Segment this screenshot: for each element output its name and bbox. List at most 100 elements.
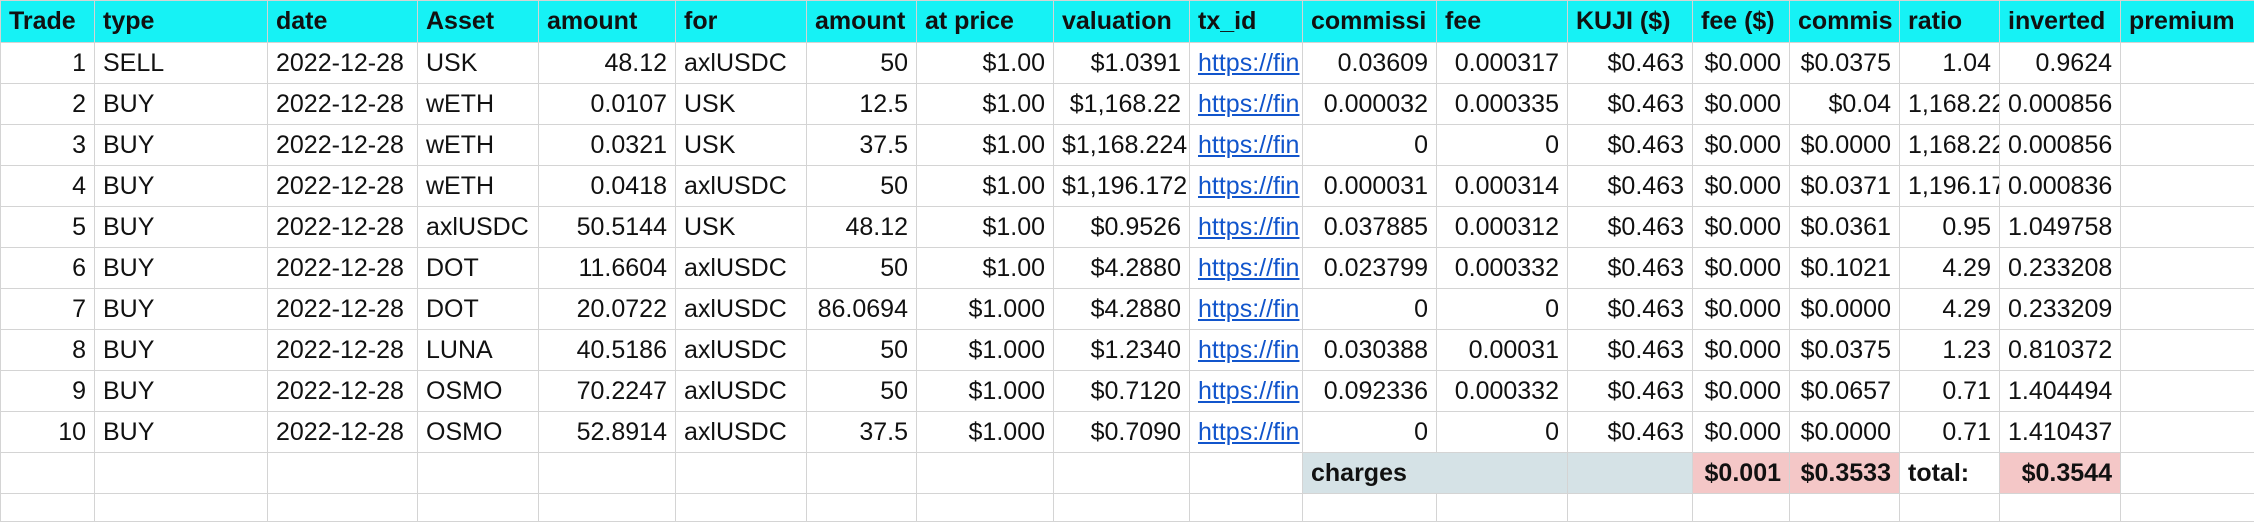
table-cell[interactable]: 50 — [807, 248, 917, 289]
table-cell[interactable]: $0.000 — [1693, 371, 1790, 412]
table-cell[interactable]: wETH — [418, 166, 539, 207]
table-cell[interactable]: $1.0391 — [1054, 43, 1190, 84]
table-cell[interactable]: BUY — [95, 330, 268, 371]
table-cell[interactable]: 4 — [1, 166, 95, 207]
empty-cell[interactable] — [2121, 494, 2254, 522]
table-cell[interactable]: 1 — [1, 43, 95, 84]
empty-cell[interactable] — [2121, 166, 2254, 207]
column-header[interactable]: Asset — [418, 1, 539, 43]
table-cell[interactable]: $1.00 — [917, 166, 1054, 207]
table-cell[interactable]: 1.04 — [1900, 43, 2000, 84]
table-cell[interactable]: 1.049758 — [2000, 207, 2121, 248]
table-cell[interactable]: 0.023799 — [1303, 248, 1437, 289]
table-cell[interactable]: $0.0361 — [1790, 207, 1900, 248]
table-cell[interactable]: 0.000335 — [1437, 84, 1568, 125]
table-cell[interactable]: 0.000031 — [1303, 166, 1437, 207]
tx-link-text[interactable]: https://fin — [1198, 49, 1299, 77]
table-cell[interactable]: $0.0375 — [1790, 330, 1900, 371]
table-cell[interactable]: $1.00 — [917, 43, 1054, 84]
empty-cell[interactable] — [1790, 494, 1900, 522]
table-cell[interactable]: 3 — [1, 125, 95, 166]
table-cell[interactable]: $0.7120 — [1054, 371, 1190, 412]
table-cell[interactable]: $0.463 — [1568, 43, 1693, 84]
empty-cell[interactable] — [2121, 412, 2254, 453]
tx-link[interactable]: https://fin — [1190, 125, 1303, 166]
total-value-cell[interactable]: $0.3544 — [2000, 453, 2121, 494]
table-cell[interactable]: 0 — [1437, 289, 1568, 330]
table-cell[interactable]: 9 — [1, 371, 95, 412]
table-cell[interactable]: axlUSDC — [676, 330, 807, 371]
table-cell[interactable]: $1.2340 — [1054, 330, 1190, 371]
table-cell[interactable]: axlUSDC — [676, 248, 807, 289]
table-cell[interactable]: 0 — [1303, 412, 1437, 453]
table-cell[interactable]: $0.04 — [1790, 84, 1900, 125]
table-cell[interactable]: 1,168.22 — [1900, 84, 2000, 125]
table-cell[interactable]: 1.404494 — [2000, 371, 2121, 412]
table-cell[interactable]: $0.000 — [1693, 412, 1790, 453]
tx-link-text[interactable]: https://fin — [1198, 90, 1299, 118]
empty-cell[interactable] — [1437, 494, 1568, 522]
empty-cell[interactable] — [2121, 330, 2254, 371]
charges-blank-cell[interactable] — [1568, 453, 1693, 494]
table-cell[interactable]: BUY — [95, 84, 268, 125]
table-cell[interactable]: $1,196.172 — [1054, 166, 1190, 207]
table-cell[interactable]: $1.000 — [917, 289, 1054, 330]
column-header[interactable]: amount — [539, 1, 676, 43]
table-cell[interactable]: $0.000 — [1693, 289, 1790, 330]
tx-link[interactable]: https://fin — [1190, 412, 1303, 453]
table-cell[interactable]: axlUSDC — [676, 412, 807, 453]
table-cell[interactable]: 5 — [1, 207, 95, 248]
table-cell[interactable]: $0.000 — [1693, 248, 1790, 289]
column-header[interactable]: inverted — [2000, 1, 2121, 43]
tx-link-text[interactable]: https://fin — [1198, 377, 1299, 405]
table-cell[interactable]: 37.5 — [807, 125, 917, 166]
column-header[interactable]: commissi — [1303, 1, 1437, 43]
table-cell[interactable]: 50.5144 — [539, 207, 676, 248]
empty-cell[interactable] — [917, 453, 1054, 494]
table-cell[interactable]: $4.2880 — [1054, 289, 1190, 330]
table-cell[interactable]: $0.000 — [1693, 207, 1790, 248]
table-cell[interactable]: 2022-12-28 — [268, 207, 418, 248]
table-cell[interactable]: 0 — [1303, 289, 1437, 330]
column-header[interactable]: type — [95, 1, 268, 43]
table-cell[interactable]: 0 — [1437, 412, 1568, 453]
empty-cell[interactable] — [2121, 371, 2254, 412]
total-label[interactable]: total: — [1900, 453, 2000, 494]
empty-cell[interactable] — [1, 453, 95, 494]
empty-cell[interactable] — [1190, 494, 1303, 522]
table-cell[interactable]: 0 — [1437, 125, 1568, 166]
table-cell[interactable]: 0.000314 — [1437, 166, 1568, 207]
table-cell[interactable]: BUY — [95, 371, 268, 412]
table-cell[interactable]: OSMO — [418, 412, 539, 453]
empty-cell[interactable] — [1693, 494, 1790, 522]
table-cell[interactable]: 0.000856 — [2000, 125, 2121, 166]
table-cell[interactable]: $1.00 — [917, 248, 1054, 289]
table-cell[interactable]: 0.037885 — [1303, 207, 1437, 248]
column-header[interactable]: commis — [1790, 1, 1900, 43]
table-cell[interactable]: 0.030388 — [1303, 330, 1437, 371]
tx-link[interactable]: https://fin — [1190, 248, 1303, 289]
table-cell[interactable]: 0.95 — [1900, 207, 2000, 248]
table-cell[interactable]: $1.00 — [917, 125, 1054, 166]
table-cell[interactable]: axlUSDC — [676, 43, 807, 84]
table-cell[interactable]: $1.000 — [917, 412, 1054, 453]
fee-total-cell[interactable]: $0.001 — [1693, 453, 1790, 494]
table-cell[interactable]: $0.000 — [1693, 166, 1790, 207]
table-cell[interactable]: BUY — [95, 166, 268, 207]
tx-link[interactable]: https://fin — [1190, 166, 1303, 207]
table-cell[interactable]: 50 — [807, 371, 917, 412]
table-cell[interactable]: $0.0000 — [1790, 412, 1900, 453]
tx-link[interactable]: https://fin — [1190, 330, 1303, 371]
table-cell[interactable]: 48.12 — [807, 207, 917, 248]
table-cell[interactable]: 4.29 — [1900, 248, 2000, 289]
tx-link-text[interactable]: https://fin — [1198, 172, 1299, 200]
table-cell[interactable]: USK — [676, 84, 807, 125]
tx-link[interactable]: https://fin — [1190, 84, 1303, 125]
column-header[interactable]: valuation — [1054, 1, 1190, 43]
table-cell[interactable]: wETH — [418, 84, 539, 125]
table-cell[interactable]: $1.000 — [917, 371, 1054, 412]
table-cell[interactable]: $1,168.224 — [1054, 125, 1190, 166]
empty-cell[interactable] — [418, 453, 539, 494]
table-cell[interactable]: 0.0321 — [539, 125, 676, 166]
table-cell[interactable]: BUY — [95, 248, 268, 289]
